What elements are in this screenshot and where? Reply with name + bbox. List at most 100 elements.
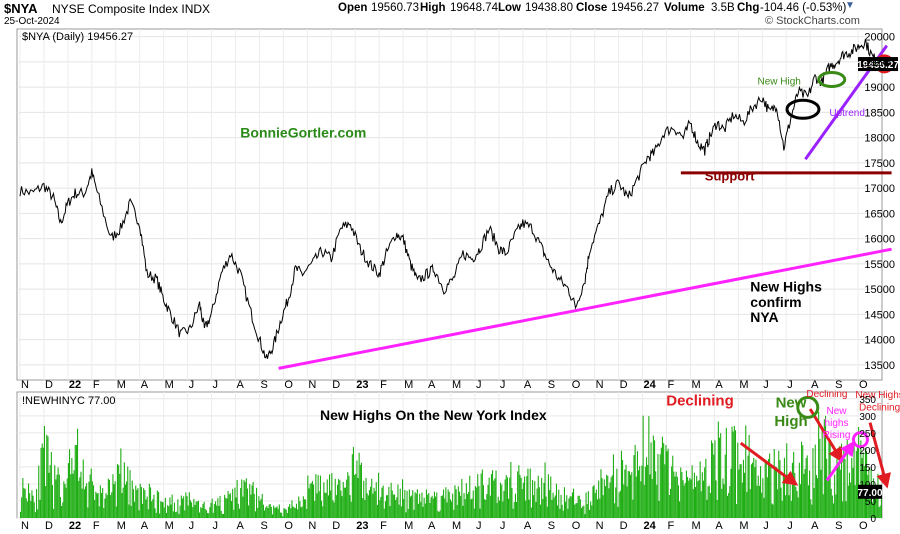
new-highs-bar <box>749 489 751 518</box>
new-highs-bar <box>695 487 697 518</box>
new-highs-bar <box>477 474 479 518</box>
new-highs-bar <box>45 486 47 518</box>
new-highs-bar <box>75 445 77 518</box>
new-highs-bar <box>405 512 407 518</box>
price-y-tick-label: 19000 <box>864 82 895 94</box>
new-highs-bar <box>347 472 349 518</box>
new-highs-bar <box>495 470 497 518</box>
close-value: 19456.27 <box>611 2 659 14</box>
high-label: High <box>420 2 446 14</box>
new-highs-bar <box>388 486 390 518</box>
price-annotation: NYA <box>750 309 778 325</box>
new-highs-bar <box>303 499 305 518</box>
new-highs-bar <box>240 488 242 518</box>
new-highs-bar <box>254 511 256 518</box>
new-highs-bar <box>144 490 146 518</box>
volume-last-value-label: 77.00 <box>857 488 882 499</box>
new-highs-bar <box>790 500 792 518</box>
new-highs-bar <box>253 493 255 518</box>
new-highs-bar <box>438 511 440 518</box>
new-highs-bar <box>799 484 801 518</box>
new-highs-bar <box>378 472 380 518</box>
new-highs-bar <box>221 513 223 518</box>
new-highs-bar <box>282 516 284 518</box>
new-highs-bar <box>107 478 109 518</box>
new-highs-bar <box>561 504 563 518</box>
new-highs-bar <box>342 481 344 518</box>
new-highs-bar <box>324 492 326 518</box>
new-highs-bar <box>859 486 861 518</box>
new-highs-bar <box>573 488 575 518</box>
new-highs-bar <box>722 478 724 518</box>
new-highs-bar <box>488 477 490 518</box>
new-highs-bar <box>275 507 277 518</box>
new-highs-bar <box>175 512 177 518</box>
new-highs-bar <box>880 491 882 518</box>
new-highs-bar <box>508 498 510 518</box>
new-highs-bar <box>415 493 417 518</box>
new-highs-bar <box>64 484 66 518</box>
new-highs-bar <box>111 492 113 518</box>
new-highs-bar <box>496 503 498 518</box>
new-highs-bar <box>178 514 180 518</box>
new-highs-bar <box>782 474 784 518</box>
new-highs-bar <box>624 469 626 518</box>
new-highs-bar <box>94 500 96 518</box>
price-x-tick-label: D <box>620 379 628 390</box>
new-highs-bar <box>874 492 876 518</box>
new-highs-bar <box>170 504 172 518</box>
new-highs-bar <box>770 464 772 518</box>
close-label: Close <box>576 2 608 14</box>
new-highs-bar <box>21 497 23 518</box>
new-highs-bar <box>833 503 835 518</box>
chart-date: 25-Oct-2024 <box>4 16 60 27</box>
new-highs-bar <box>23 488 25 518</box>
collapse-arrow-icon[interactable]: ▼ <box>845 0 855 11</box>
new-highs-bar <box>755 459 757 518</box>
new-highs-bar <box>541 477 543 518</box>
new-highs-bar <box>661 436 663 518</box>
new-highs-bar <box>403 499 405 518</box>
volume-x-tick-label: N <box>21 520 29 532</box>
new-highs-bar <box>383 508 385 518</box>
new-highs-bar <box>287 506 289 518</box>
volume-x-tick-label: O <box>572 520 581 532</box>
new-highs-bar <box>350 501 352 518</box>
new-highs-bar <box>701 472 703 518</box>
new-highs-bar <box>172 511 174 518</box>
new-highs-bar <box>79 477 81 518</box>
new-highs-bar <box>191 502 193 518</box>
new-highs-bar <box>223 514 225 518</box>
new-highs-bar <box>411 495 413 518</box>
new-highs-bar <box>696 475 698 518</box>
new-highs-bar <box>704 467 706 518</box>
new-highs-bar <box>32 495 34 518</box>
new-highs-bar <box>734 430 736 518</box>
new-highs-bar <box>39 499 41 518</box>
new-highs-bar <box>367 495 369 518</box>
new-highs-bar <box>102 488 104 518</box>
new-highs-bar <box>208 513 210 518</box>
new-highs-bar <box>457 486 459 518</box>
new-highs-bar <box>437 510 439 518</box>
new-highs-bar <box>512 508 514 518</box>
new-highs-bar <box>611 475 613 518</box>
new-highs-bar <box>69 449 71 518</box>
new-highs-bar <box>601 478 603 518</box>
index-name: NYSE Composite Index INDX <box>52 2 211 16</box>
volume-x-tick-label: A <box>428 520 436 532</box>
new-highs-bar <box>301 506 303 518</box>
new-highs-bar <box>269 503 271 518</box>
new-highs-bar <box>615 487 617 518</box>
new-highs-bar <box>646 457 648 518</box>
new-highs-bar <box>238 508 240 518</box>
new-highs-bar <box>187 505 189 518</box>
new-highs-bar <box>779 460 781 518</box>
volume-annotation: Declining <box>666 393 734 410</box>
new-highs-bar <box>444 498 446 518</box>
new-highs-bar <box>257 507 259 518</box>
new-highs-bar <box>858 427 860 518</box>
new-highs-bar <box>585 492 587 518</box>
new-highs-bar <box>464 499 466 518</box>
